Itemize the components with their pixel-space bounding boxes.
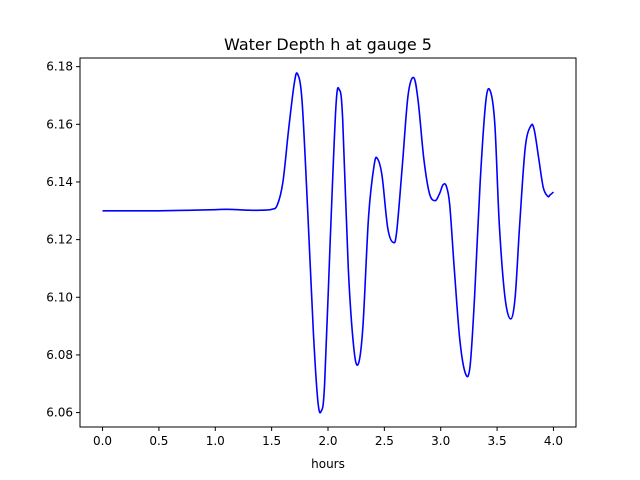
- x-tick-label: 1.0: [206, 434, 225, 448]
- x-tick-label: 2.0: [318, 434, 337, 448]
- x-tick-label: 0.0: [93, 434, 112, 448]
- y-tick-label: 6.18: [46, 60, 73, 74]
- x-tick-label: 2.5: [375, 434, 394, 448]
- x-tick-label: 4.0: [544, 434, 563, 448]
- x-axis-label: hours: [311, 457, 345, 471]
- series-line: [102, 72, 554, 414]
- x-axis-ticks: 0.0 0.5 1.0 1.5 2.0 2.5 3.0 3.5 4.0: [93, 427, 563, 448]
- chart-title: Water Depth h at gauge 5: [224, 35, 432, 54]
- y-tick-label: 6.08: [46, 348, 73, 362]
- y-tick-label: 6.12: [46, 233, 73, 247]
- y-tick-label: 6.10: [46, 290, 73, 304]
- y-tick-label: 6.14: [46, 175, 73, 189]
- y-tick-label: 6.06: [46, 406, 73, 420]
- x-tick-label: 3.0: [431, 434, 450, 448]
- x-tick-label: 3.5: [488, 434, 507, 448]
- x-tick-label: 1.5: [262, 434, 281, 448]
- x-tick-label: 0.5: [149, 434, 168, 448]
- y-axis-ticks: 6.06 6.08 6.10 6.12 6.14 6.16 6.18: [46, 60, 80, 420]
- plot-series: [102, 72, 554, 414]
- y-tick-label: 6.16: [46, 117, 73, 131]
